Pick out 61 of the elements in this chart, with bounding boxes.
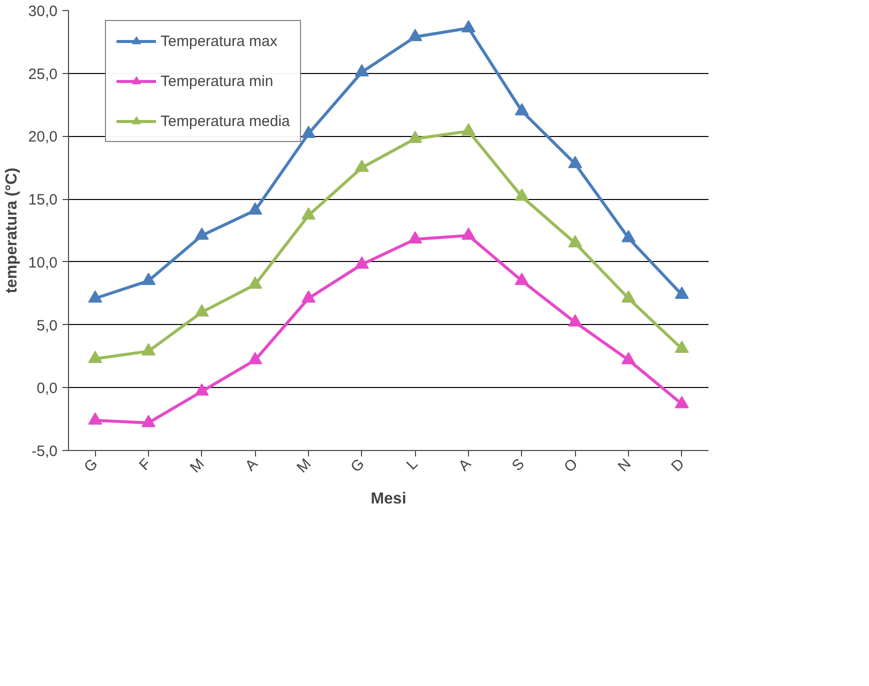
point [248,202,262,215]
legend-label: Temperatura min [160,72,274,90]
point [142,272,156,286]
y-tick-label: 15,0 [28,192,58,209]
point [408,28,422,42]
legend-label: Temperatura media [160,112,290,130]
x-tick-label: D [668,455,688,476]
point [674,286,689,299]
point [514,103,529,116]
point [88,290,102,303]
y-tick-label: -5,0 [32,443,58,460]
point [354,256,369,269]
point [462,20,476,32]
point [568,156,582,168]
point [462,123,476,136]
y-tick-label: 30,0 [28,3,58,20]
point [194,228,209,240]
point [514,188,529,201]
x-tick-label: O [560,455,582,476]
point [354,160,369,172]
x-tick-label: N [614,455,635,476]
point [302,126,316,138]
point [142,343,156,356]
point [88,350,102,363]
x-tick-label: G [348,455,368,476]
y-tick-label: 25,0 [28,66,58,83]
x-tick-label: A [455,455,475,475]
y-axis-title: temperatura (°C) [3,168,20,294]
x-tick-label: M [186,455,208,476]
point [462,228,476,240]
point [194,383,209,396]
legend-label: Temperatura max [160,32,278,50]
y-tick-label: 10,0 [28,254,58,272]
point [568,314,582,327]
point [408,231,422,244]
point [622,352,636,364]
point [248,352,262,364]
point [622,230,636,242]
point [142,414,156,428]
x-tick-label: S [508,455,528,475]
x-tick-label: A [242,455,262,475]
point [622,290,636,303]
x-tick-label: G [80,455,102,476]
y-tick-label: 5,0 [36,317,58,334]
point [248,276,262,289]
x-tick-label: M [294,455,315,476]
x-axis-title: Mesi [370,490,406,508]
x-tick-label: F [136,455,155,474]
point [354,64,369,76]
x-tick-label: L [403,455,422,474]
point [674,396,689,408]
point [88,412,102,425]
point [194,304,209,316]
point [568,235,582,248]
y-tick-label: 20,0 [28,128,58,146]
point [674,340,689,353]
point [514,272,529,286]
y-tick-label: 0,0 [36,380,58,398]
point [302,207,316,220]
point [408,130,422,143]
point [302,290,316,303]
